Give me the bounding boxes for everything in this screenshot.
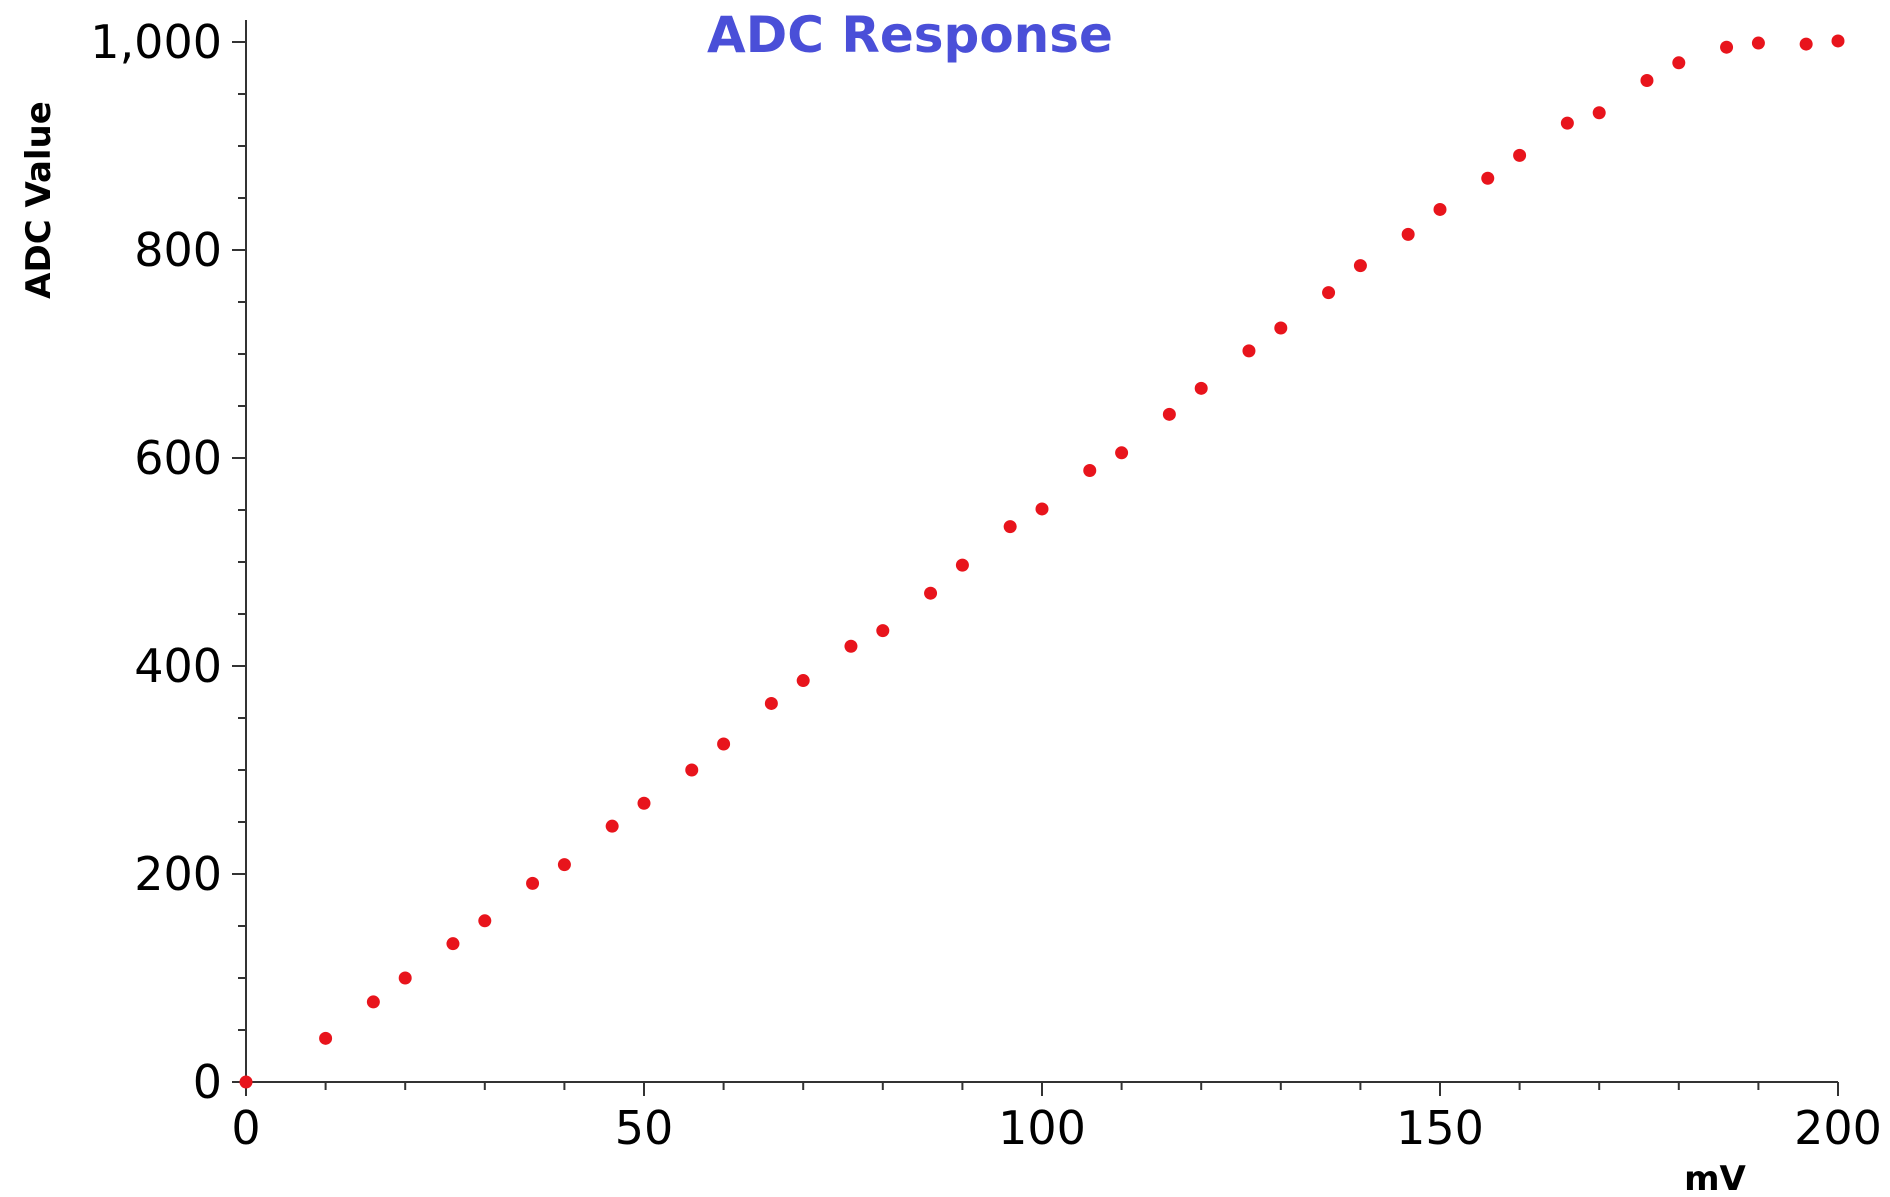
data-point [1242, 344, 1256, 358]
data-point [1433, 202, 1447, 216]
data-point [557, 858, 571, 872]
data-point [1274, 321, 1288, 335]
data-point [1831, 34, 1845, 48]
data-point [876, 624, 890, 638]
data-point [637, 796, 651, 810]
chart-title: ADC Response [707, 6, 1113, 64]
data-point [1513, 148, 1527, 162]
data-point [685, 763, 699, 777]
data-point [605, 819, 619, 833]
data-points-layer [239, 34, 1845, 1089]
data-point [1592, 106, 1606, 120]
data-point [1481, 171, 1495, 185]
data-point [1799, 37, 1813, 51]
y-tick-label: 400 [134, 639, 222, 693]
x-tick-label: 150 [1396, 1101, 1484, 1155]
data-point [1751, 36, 1765, 50]
data-point [796, 674, 810, 688]
data-point [764, 696, 778, 710]
x-tick-label: 0 [231, 1101, 260, 1155]
data-point [398, 971, 412, 985]
data-point [1720, 40, 1734, 54]
x-axis-title: mV [1684, 1159, 1746, 1197]
data-point [1162, 407, 1176, 421]
y-tick-label: 1,000 [90, 15, 222, 69]
data-point [1003, 520, 1017, 534]
ticks-layer: 0 50 100 150 200 0 200 400 600 800 1,000 [90, 15, 1882, 1155]
y-tick-label: 200 [134, 847, 222, 901]
data-point [446, 937, 460, 951]
data-point [924, 586, 938, 600]
x-tick-label: 50 [615, 1101, 674, 1155]
data-point [844, 639, 858, 653]
y-tick-label: 800 [134, 223, 222, 277]
data-point [239, 1075, 253, 1089]
data-point [366, 995, 380, 1009]
y-tick-label: 0 [193, 1055, 222, 1109]
data-point [1640, 73, 1654, 87]
x-tick-label: 200 [1794, 1101, 1882, 1155]
data-point [1353, 259, 1367, 273]
y-axis-title: ADC Value [19, 101, 59, 299]
data-point [1322, 286, 1336, 300]
data-point [1194, 381, 1208, 395]
data-point [319, 1031, 333, 1045]
data-point [955, 558, 969, 572]
data-point [478, 914, 492, 928]
data-point [1560, 116, 1574, 130]
data-point [526, 876, 540, 890]
x-tick-label: 100 [998, 1101, 1086, 1155]
data-point [1401, 227, 1415, 241]
data-point [1115, 446, 1129, 460]
data-point [717, 737, 731, 751]
data-point [1083, 463, 1097, 477]
data-point [1035, 502, 1049, 516]
data-point [1672, 56, 1686, 70]
y-tick-label: 600 [134, 431, 222, 485]
